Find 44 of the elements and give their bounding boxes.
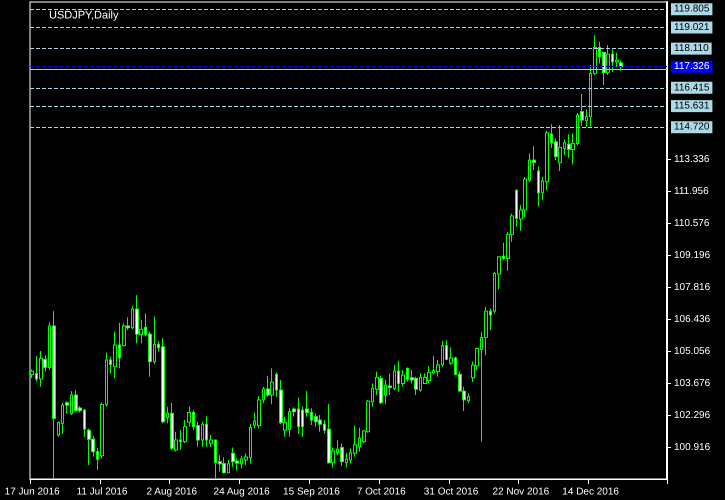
ref-line-label: 115.631 — [674, 100, 710, 112]
candlestick — [222, 456, 226, 474]
ref-line-label: 116.415 — [674, 82, 710, 94]
ref-line-label: 117.326 — [674, 61, 710, 72]
candlestick — [327, 404, 331, 464]
ref-line-label: 114.720 — [674, 122, 710, 133]
candlestick — [170, 402, 174, 451]
candlestick — [135, 294, 139, 344]
y-tick-label: 103.676 — [674, 378, 711, 389]
candlestick — [39, 350, 43, 388]
candlestick — [340, 442, 344, 467]
y-tick-label: 111.956 — [674, 186, 710, 197]
candlestick — [74, 389, 78, 412]
y-tick-label: 110.576 — [674, 218, 710, 229]
candlestick — [318, 414, 322, 432]
candlestick — [314, 412, 318, 428]
text: USDJPY,Daily — [49, 10, 119, 22]
candlestick — [87, 428, 91, 466]
y-tick-label: 105.056 — [674, 346, 711, 357]
x-tick-label: 17 Jun 2016 — [4, 486, 60, 498]
x-tick-label: 31 Oct 2016 — [424, 486, 479, 498]
ref-line-label: 119.021 — [674, 22, 710, 34]
candlestick — [537, 166, 540, 207]
ref-line-label: 118.110 — [674, 43, 710, 54]
x-tick-label: 2 Aug 2016 — [146, 486, 198, 498]
candlestick — [187, 406, 191, 428]
x-tick-label: 24 Aug 2016 — [214, 486, 270, 498]
y-tick-label: 113.336 — [674, 154, 710, 165]
y-tick-label: 102.296 — [674, 410, 711, 421]
y-tick-label: 100.916 — [674, 442, 711, 453]
candlestick — [558, 124, 562, 172]
candlestick — [231, 446, 235, 468]
x-tick-label: 22 Nov 2016 — [492, 486, 550, 498]
y-tick-label: 109.196 — [674, 250, 711, 261]
x-tick-label: 14 Dec 2016 — [562, 486, 620, 498]
x-tick-label: 15 Sep 2016 — [283, 486, 340, 498]
y-tick-label: 107.816 — [674, 282, 711, 293]
candlestick — [161, 338, 165, 424]
candlestick — [270, 368, 274, 405]
ref-line-label: 119.805 — [674, 4, 710, 15]
y-tick-label: 106.436 — [674, 314, 711, 325]
x-tick-label: 11 Jul 2016 — [76, 486, 128, 498]
x-tick-label: 7 Oct 2016 — [356, 486, 406, 498]
candlestick — [379, 375, 383, 405]
